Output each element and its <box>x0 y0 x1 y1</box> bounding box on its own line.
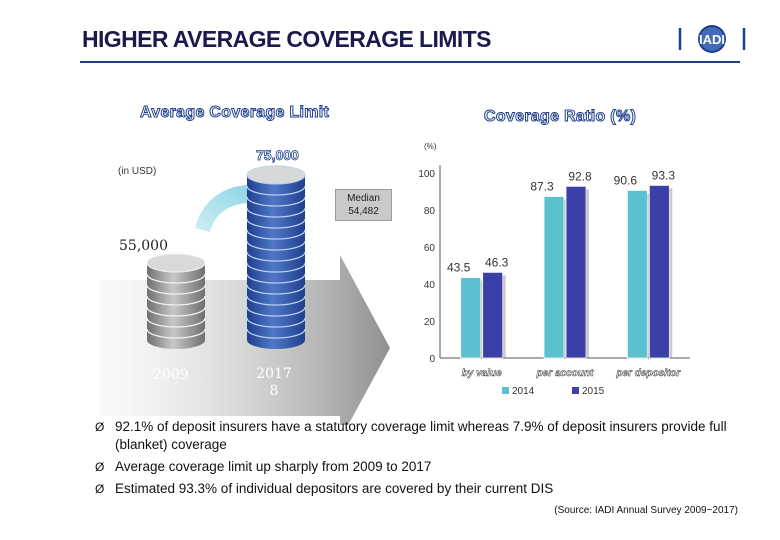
value-2009: 55,000 <box>119 238 168 254</box>
y-tick-label: 20 <box>424 317 436 328</box>
bar-shadow-2014-0 <box>480 280 484 358</box>
data-label: 92.8 <box>568 169 592 183</box>
coin-edge <box>146 317 206 328</box>
legend-swatch-2014 <box>502 387 509 394</box>
y-tick-label: 40 <box>424 280 436 291</box>
x-tick-label: per account <box>536 368 594 379</box>
coin-edge <box>246 207 306 218</box>
chart-legend: 2014 2015 <box>502 386 605 397</box>
bar-shadow-2014-2 <box>647 193 651 358</box>
stack-top <box>246 165 306 185</box>
timeline-arrow <box>100 255 390 425</box>
coin-edge <box>246 262 306 273</box>
bullet-item: Ø 92.1% of deposit insurers have a statu… <box>95 418 745 454</box>
coin-edge <box>146 273 206 284</box>
legend-swatch-2015 <box>572 387 579 394</box>
bar-shadow-2015-1 <box>586 189 589 358</box>
coin-edge <box>246 328 306 339</box>
unit-label: (in USD) <box>118 166 157 177</box>
coverage-ratio-chart: (%) 0 20 40 60 80 100 by value per account per de… <box>418 142 690 397</box>
coin-edge <box>246 185 306 196</box>
bullet-arrow-icon: Ø <box>95 420 105 434</box>
slide-title: HIGHER AVERAGE COVERAGE LIMITS <box>82 26 491 52</box>
coin-edge <box>246 317 306 328</box>
coin-edge <box>146 295 206 306</box>
coin-stack-2017 <box>246 165 306 349</box>
y-tick-label: 100 <box>418 169 435 180</box>
y-tick-label: 80 <box>424 206 436 217</box>
bullet-arrow-icon: Ø <box>95 482 105 496</box>
bullet-item: Ø Average coverage limit up sharply from… <box>95 458 745 476</box>
stack-body <box>247 175 305 340</box>
data-label: 93.3 <box>652 168 676 182</box>
bar-2015-0 <box>482 271 504 359</box>
ratio-heading: Coverage Ratio (%) <box>483 108 637 126</box>
coin-edge <box>246 273 306 284</box>
bar-shadow-2015-2 <box>669 188 673 358</box>
bullet-text: 92.1% of deposit insurers have a statuto… <box>115 419 727 452</box>
stack-body <box>147 263 205 340</box>
coin-edge <box>246 306 306 317</box>
y-axis-label: (%) <box>424 142 437 151</box>
source-note: (Source: IADI Annual Survey 2009~2017) <box>554 505 738 516</box>
coin-stack-illustration <box>100 165 390 425</box>
y-tick-label: 60 <box>424 243 436 254</box>
data-label: 43.5 <box>447 261 471 275</box>
bullet-arrow-icon: Ø <box>95 460 105 474</box>
data-label: 87.3 <box>530 179 554 193</box>
bullet-list: Ø 92.1% of deposit insurers have a statu… <box>95 418 745 502</box>
legend-label-2014: 2014 <box>512 386 535 397</box>
chart-bars: 43.5 46.3 87.3 92.8 90.6 93.3 <box>447 168 676 359</box>
iadi-logo: IADI <box>678 25 746 53</box>
coin-edge <box>146 306 206 317</box>
coin-edge <box>146 328 206 339</box>
coin-edge <box>246 251 306 262</box>
coin-edge <box>246 196 306 207</box>
bar-2014-2 <box>626 189 648 359</box>
median-callout: Median 54,482 <box>335 189 392 221</box>
year-2009: 2009 <box>153 367 189 383</box>
y-tick-label: 0 <box>429 354 435 365</box>
bullet-text: Average coverage limit up sharply from 2… <box>115 459 432 474</box>
value-2017: 75,000 <box>256 147 300 164</box>
coin-edge <box>246 240 306 251</box>
bar-2015-1 <box>565 185 587 359</box>
coin-edge <box>246 284 306 295</box>
legend-label-2015: 2015 <box>582 386 605 397</box>
data-label: 46.3 <box>485 255 509 269</box>
title-rule <box>80 61 740 63</box>
coin-edge <box>146 284 206 295</box>
data-label: 90.6 <box>614 173 638 187</box>
bar-2014-0 <box>460 277 482 359</box>
coin-edge <box>246 218 306 229</box>
limit-heading: Average Coverage Limit <box>139 104 330 122</box>
year-2017: 2017 8 <box>256 366 292 399</box>
stack-base <box>247 331 305 349</box>
bar-2014-1 <box>543 196 565 359</box>
bar-2015-2 <box>648 184 670 359</box>
bar-shadow-2014-1 <box>564 199 567 358</box>
stack-top <box>146 253 206 273</box>
coin-edge <box>246 229 306 240</box>
x-tick-label: by value <box>462 368 502 379</box>
bar-shadow-2015-0 <box>502 275 506 358</box>
coin-stack-2009 <box>146 253 206 349</box>
x-tick-label: per depositor <box>615 368 681 379</box>
bullet-text: Estimated 93.3% of individual depositors… <box>115 481 554 496</box>
logo-text: IADI <box>699 32 725 47</box>
bullet-item: Ø Estimated 93.3% of individual deposito… <box>95 480 745 498</box>
coin-edge <box>246 295 306 306</box>
stack-base <box>147 331 205 349</box>
